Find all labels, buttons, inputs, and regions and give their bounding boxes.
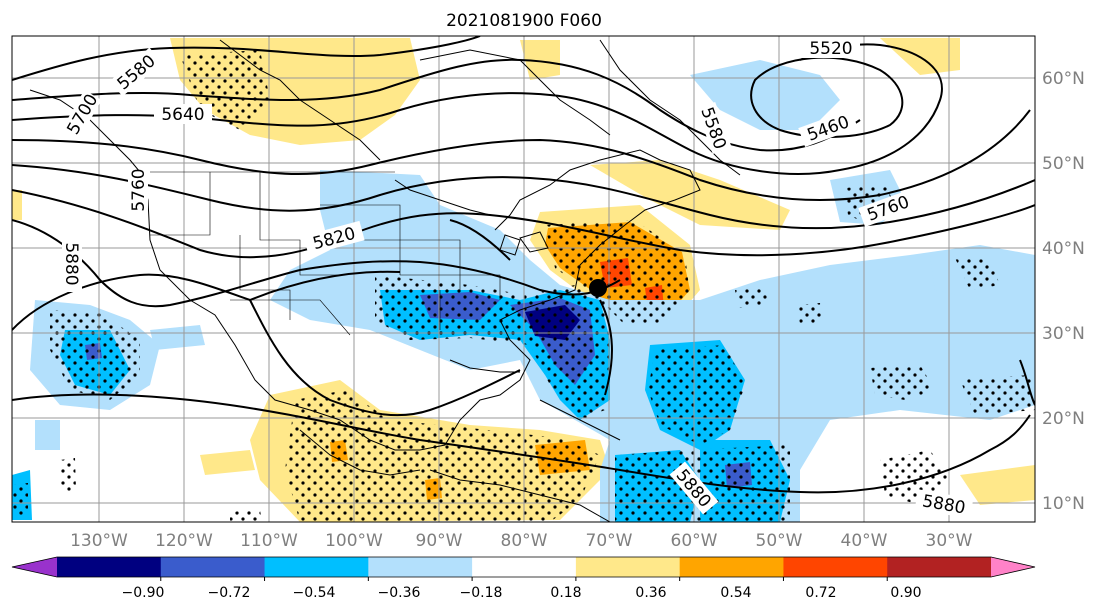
colorbar-segment — [264, 557, 369, 577]
colorbar-tick-label: −0.54 — [293, 585, 336, 601]
colorbar-tick-label: −0.36 — [378, 585, 421, 601]
colorbar-segment — [368, 557, 473, 577]
lat-label: 40°N — [1042, 239, 1085, 259]
lon-label: 100°W — [325, 531, 383, 551]
colorbar — [11, 556, 1036, 581]
colorbar-labels: −0.90 −0.72 −0.54 −0.36 −0.18 0.18 0.36 … — [122, 585, 922, 601]
map-frame — [11, 35, 1036, 523]
state-borders — [150, 171, 501, 336]
colorbar-segment — [887, 557, 992, 577]
colorbar-tick-label: 0.54 — [720, 585, 751, 601]
contour-labels: 5580 5640 5520 5460 5760 5820 5880 5880 … — [61, 38, 974, 519]
chart-title: 2021081900 F060 — [446, 11, 602, 31]
contour-label: 5760 — [129, 168, 149, 211]
significance-stippling — [12, 50, 1035, 522]
coastlines — [29, 39, 741, 522]
lon-label: 60°W — [671, 531, 718, 551]
colorbar-segment — [472, 557, 577, 577]
lon-label: 90°W — [416, 531, 463, 551]
colorbar-tick-label: −0.18 — [460, 585, 503, 601]
latitude-labels: 60°N 50°N 40°N 30°N 20°N 10°N — [1042, 69, 1085, 514]
colorbar-segment — [575, 557, 681, 577]
lon-label: 40°W — [841, 531, 888, 551]
colorbar-tick-label: 0.36 — [635, 585, 666, 601]
longitude-labels: 130°W 120°W 110°W 100°W 90°W 80°W 70°W 6… — [70, 531, 973, 551]
lon-label: 80°W — [501, 531, 548, 551]
colorbar-tick-label: 0.72 — [805, 585, 836, 601]
lat-label: 60°N — [1042, 69, 1085, 89]
contour-label: 5880 — [61, 242, 81, 285]
lon-label: 130°W — [70, 531, 128, 551]
lon-label: 30°W — [926, 531, 973, 551]
colorbar-segment — [57, 557, 162, 577]
lon-label: 120°W — [155, 531, 213, 551]
lon-label: 50°W — [756, 531, 803, 551]
colorbar-segment — [783, 557, 888, 577]
lat-label: 20°N — [1042, 409, 1085, 429]
colorbar-segment — [160, 557, 266, 577]
colorbar-outline — [11, 556, 1036, 578]
lon-label: 70°W — [586, 531, 633, 551]
contour-label: 5520 — [809, 39, 852, 59]
colorbar-segment — [679, 557, 784, 577]
lat-label: 30°N — [1042, 324, 1085, 344]
lat-label: 50°N — [1042, 154, 1085, 174]
colorbar-tick-label: 0.90 — [890, 585, 921, 601]
colorbar-tick-label: 0.18 — [550, 585, 581, 601]
colorbar-tick-label: −0.72 — [208, 585, 251, 601]
lon-label: 110°W — [240, 531, 298, 551]
colorbar-tick-label: −0.90 — [122, 585, 165, 601]
location-marker — [589, 279, 607, 297]
colorbar-extend-low — [12, 557, 57, 577]
lat-label: 10°N — [1042, 494, 1085, 514]
map-area: 5580 5640 5520 5460 5760 5820 5880 5880 … — [12, 36, 1035, 522]
colorbar-extend-high — [991, 557, 1035, 577]
contour-label: 5640 — [161, 105, 204, 125]
height-contours — [12, 36, 1035, 494]
